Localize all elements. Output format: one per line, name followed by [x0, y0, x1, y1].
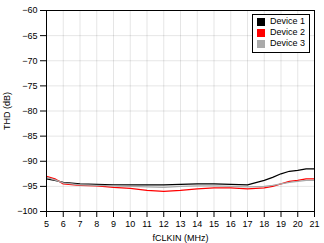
- svg-text:−60: −60: [22, 5, 37, 15]
- svg-text:13: 13: [175, 219, 185, 229]
- svg-text:15: 15: [209, 219, 219, 229]
- svg-text:THD (dB): THD (dB): [2, 92, 12, 130]
- svg-text:8: 8: [94, 219, 99, 229]
- html-text:Device 3: Device 3: [270, 37, 305, 48]
- svg-text:11: 11: [142, 219, 151, 229]
- svg-text:21: 21: [309, 219, 319, 229]
- svg-text:−80: −80: [22, 106, 37, 116]
- svg-text:14: 14: [192, 219, 202, 229]
- svg-text:6: 6: [61, 219, 66, 229]
- svg-text:−100: −100: [17, 206, 37, 216]
- svg-text:10: 10: [125, 219, 135, 229]
- svg-text:−95: −95: [22, 181, 37, 191]
- svg-text:−75: −75: [22, 81, 37, 91]
- svg-text:−90: −90: [22, 156, 37, 166]
- svg-text:−85: −85: [22, 131, 37, 141]
- html-text:Device 2: Device 2: [270, 26, 305, 37]
- svg-text:12: 12: [159, 219, 169, 229]
- svg-text:17: 17: [242, 219, 252, 229]
- svg-text:fCLKIN (MHz): fCLKIN (MHz): [153, 233, 209, 243]
- svg-text:19: 19: [276, 219, 286, 229]
- svg-text:−65: −65: [22, 31, 37, 41]
- svg-text:16: 16: [226, 219, 236, 229]
- svg-text:7: 7: [77, 219, 82, 229]
- svg-text:−70: −70: [22, 56, 37, 66]
- svg-text:18: 18: [259, 219, 269, 229]
- svg-text:9: 9: [111, 219, 116, 229]
- html-text:Device 1: Device 1: [270, 16, 305, 26]
- svg-text:20: 20: [293, 219, 303, 229]
- svg-text:5: 5: [44, 219, 49, 229]
